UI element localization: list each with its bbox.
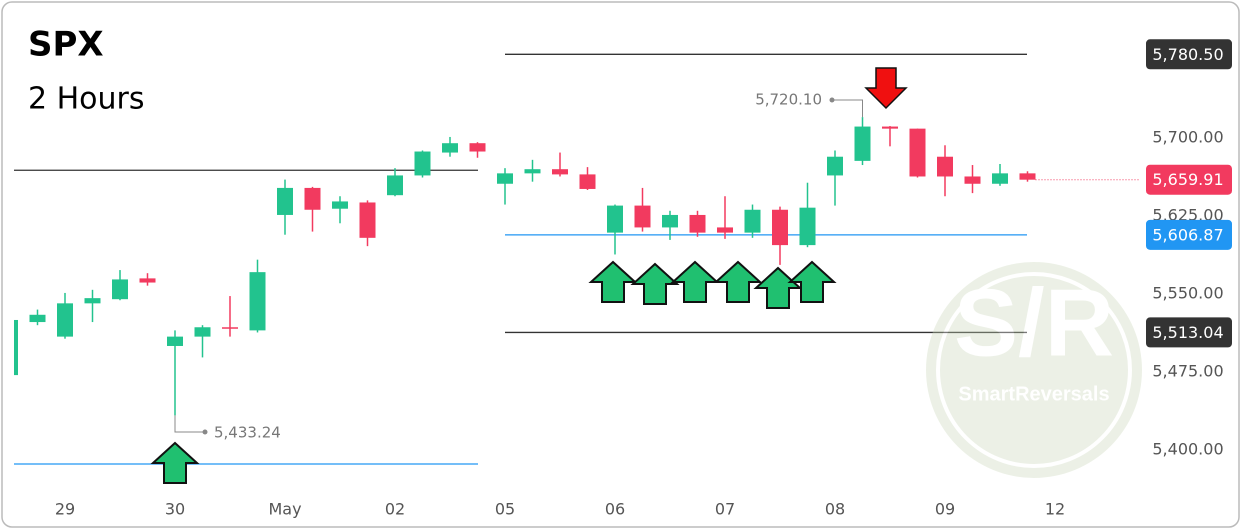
annotation-leader [832,99,863,118]
candle-body [14,319,18,376]
last-price-label-box [1146,164,1232,195]
candle-body [194,327,211,337]
signal-arrow-up [630,262,680,305]
candle-body [909,128,926,177]
candle-body [222,327,238,329]
y-tick-label: 5,400.00 [1152,439,1223,458]
x-tick-label: 07 [715,500,735,519]
candle-body [717,227,733,233]
watermark-circle [926,262,1142,478]
annotation-dot [202,429,208,435]
candle-body [799,207,816,246]
signal-arrow-up [753,266,803,309]
watermark-text: SmartReversals [958,383,1109,405]
candle-body [992,173,1008,184]
signal-arrow-up [150,441,200,484]
candle-body [29,314,46,323]
candle-body [167,336,183,346]
candle-body [277,187,293,215]
level-label-box [1146,317,1232,348]
x-tick-label: 06 [605,500,625,519]
x-tick-label: 05 [495,500,515,519]
plot [14,53,1036,465]
x-tick-label: 02 [385,500,405,519]
candle-body [854,126,871,161]
candle-body [1019,173,1036,180]
signal-arrow-up [787,260,837,303]
candle-body [497,173,513,184]
watermark: S/R SmartReversals [926,262,1142,478]
candle-body [882,126,898,129]
last-price-label: 5,659.91 [1152,170,1223,189]
y-tick-label: 5,550.00 [1152,283,1223,302]
x-tick-label: 08 [825,500,845,519]
candle-body [332,201,348,209]
level-label: 5,606.87 [1152,225,1223,244]
candle-body [524,169,541,174]
candle-body [112,279,128,300]
candle-body [634,205,651,228]
x-tick-label: 30 [165,500,185,519]
candle-body [387,175,403,196]
annotation-leader [174,415,205,433]
candle-body [442,143,458,153]
candle-body [689,214,706,233]
candle-body [139,278,156,283]
y-tick-label: 5,625.00 [1152,205,1223,224]
annotation-label: 5,433.24 [214,424,281,442]
candle-body [469,143,486,152]
candle-body [662,214,678,228]
level-label-box [1146,219,1232,250]
signal-arrow-up [588,260,638,303]
candle-body [827,156,843,176]
candle-body [84,298,101,304]
candle-body [304,187,321,210]
y-tick-label: 5,475.00 [1152,361,1223,380]
annotation-dot [829,97,835,103]
candle-body [579,174,596,189]
chart-title: SPX [28,25,104,65]
candle-body [414,151,431,176]
signal-arrow-up [713,260,763,303]
candle-body [552,169,568,175]
candle-body [249,272,266,331]
candle-body [607,205,623,233]
x-tick-label: 12 [1045,500,1065,519]
candle-body [744,209,761,233]
candle-body [964,176,981,184]
level-label: 5,780.50 [1152,45,1223,64]
x-tick-label: 29 [55,500,75,519]
x-tick-label: May [268,500,301,519]
level-label-box [1146,39,1232,70]
level-label: 5,513.04 [1152,323,1223,342]
x-tick-label: 09 [935,500,955,519]
candle-body [937,156,953,177]
signal-arrow-down [864,67,908,110]
candle-body [57,303,73,337]
chart-subtitle: 2 Hours [28,82,145,117]
y-tick-label: 5,700.00 [1152,128,1223,147]
watermark-ring [936,272,1132,468]
candle-body [772,209,788,246]
annotation-label: 5,720.10 [755,91,822,109]
candle-body [359,202,376,238]
watermark-logo: S/R [954,269,1114,376]
